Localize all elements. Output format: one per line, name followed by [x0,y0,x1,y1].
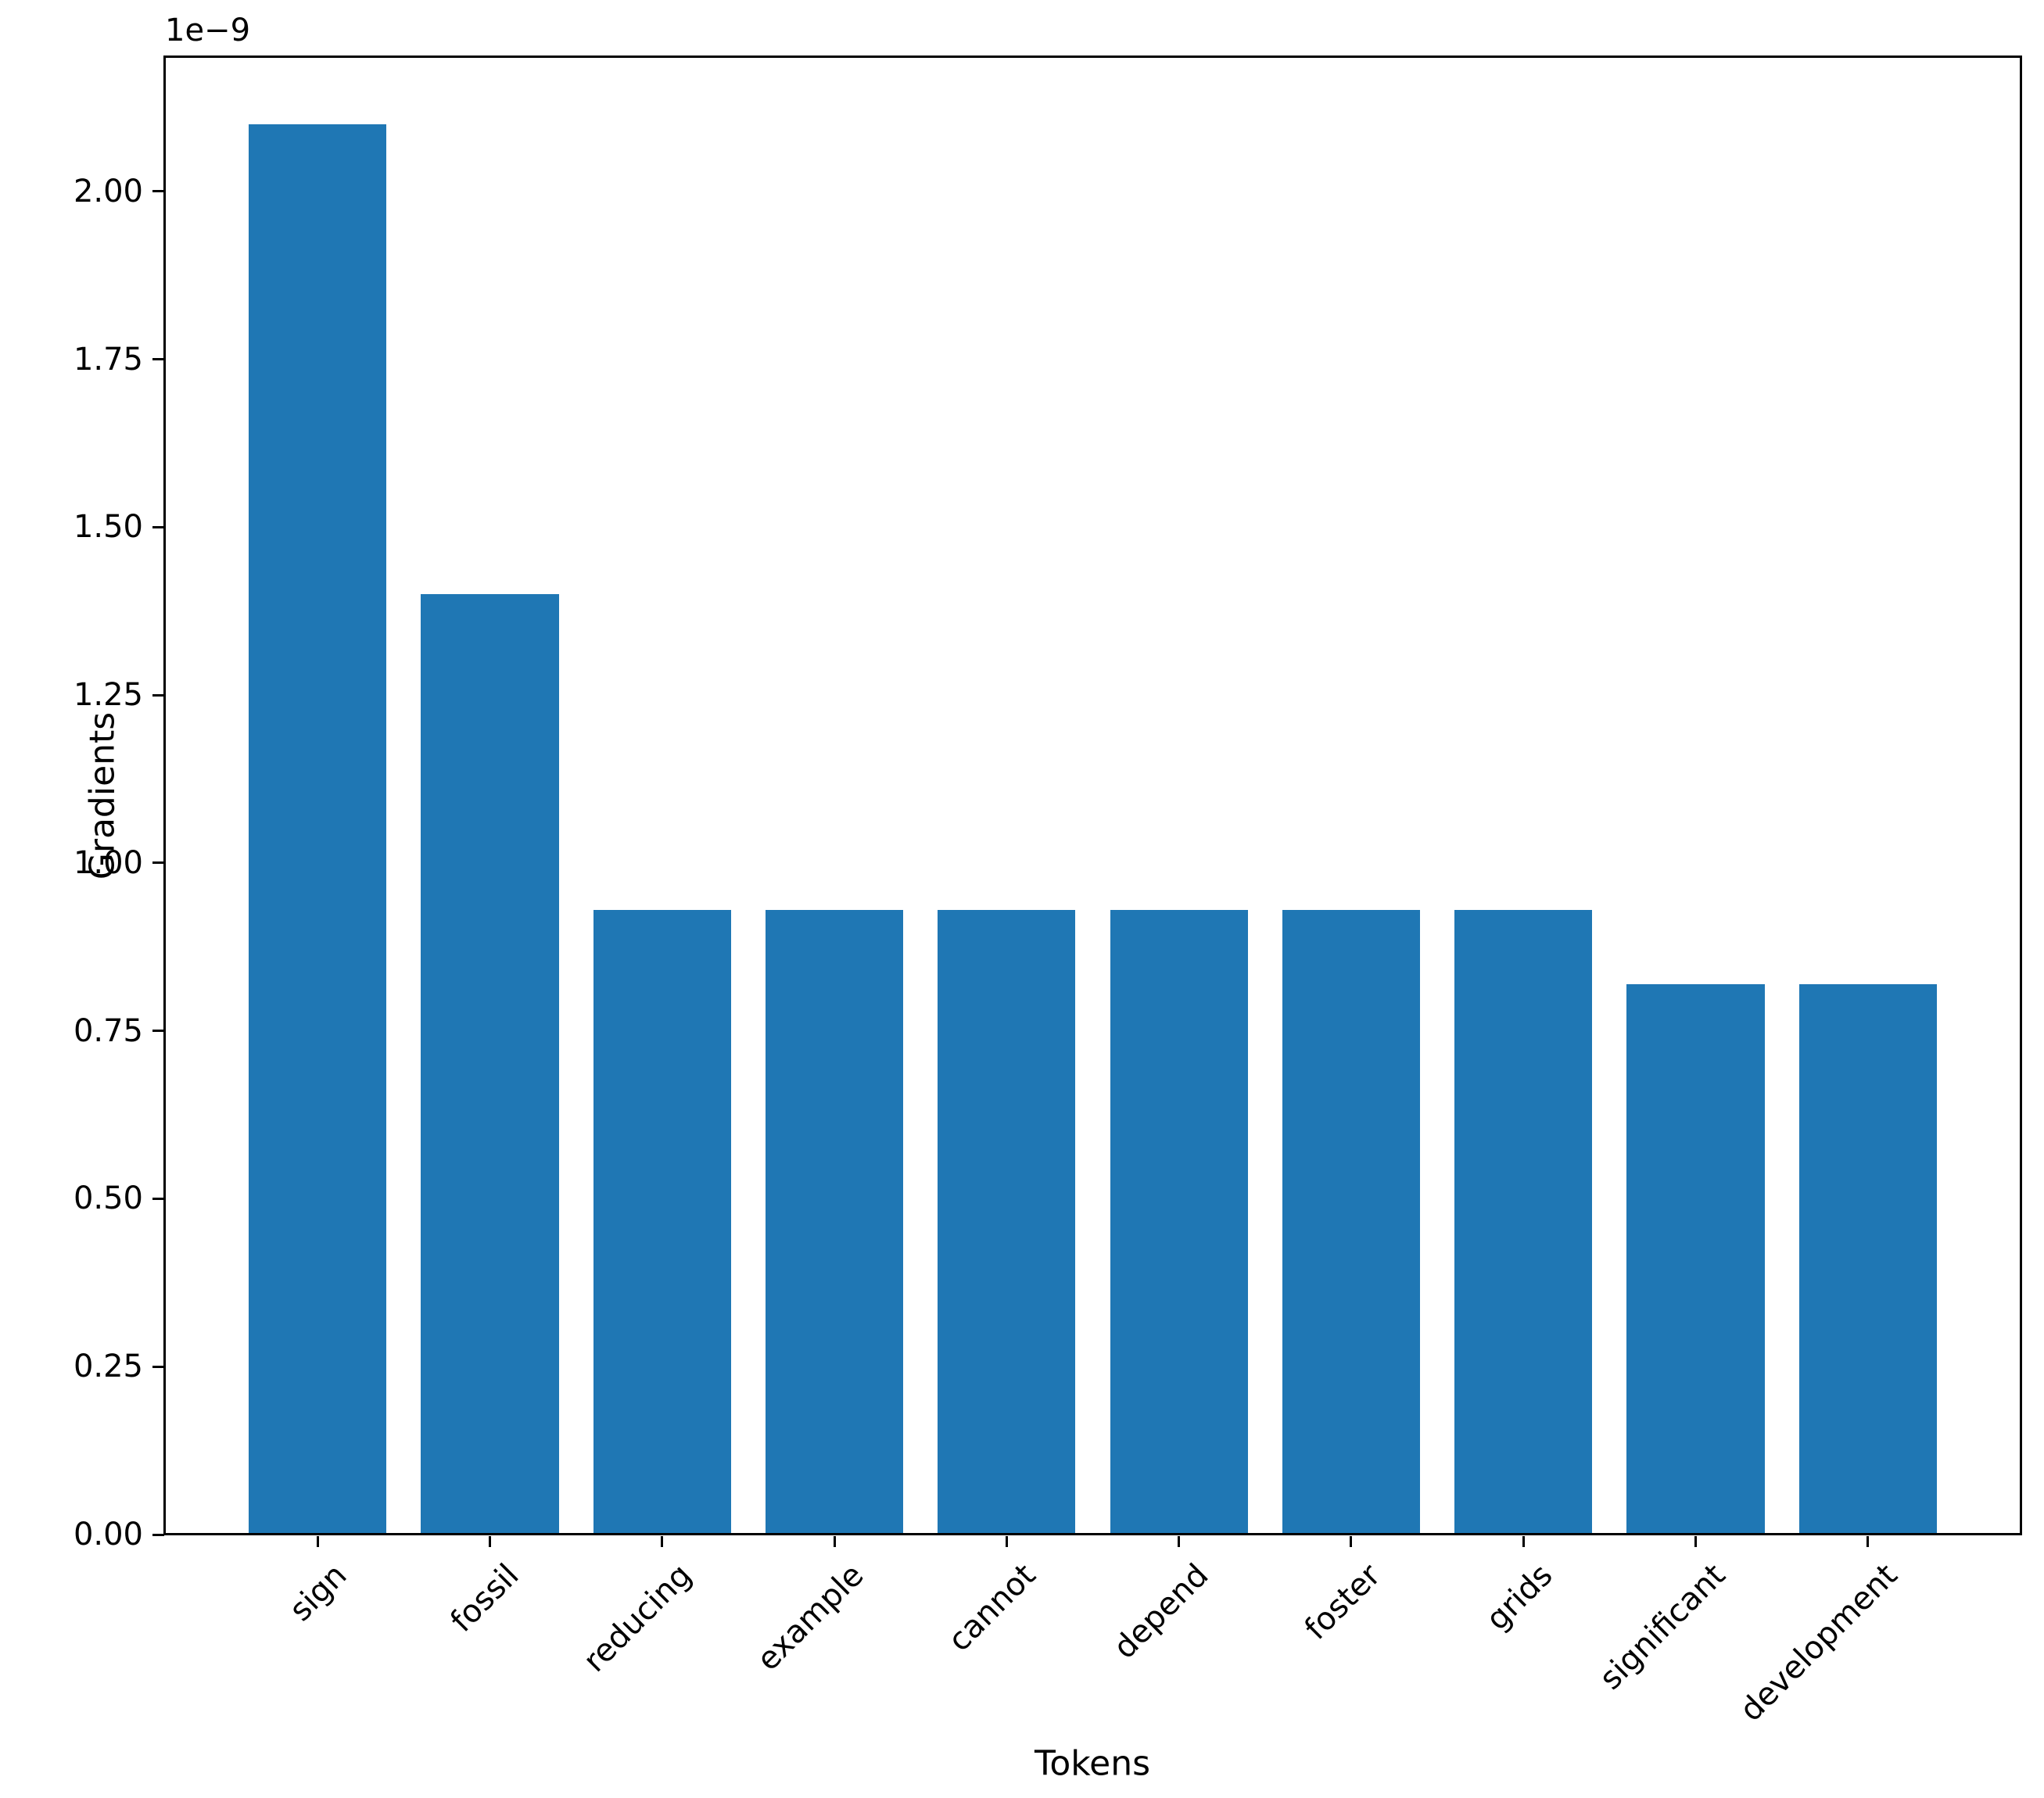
x-tick-label: fossil [443,1557,526,1639]
y-tick-mark [152,693,164,697]
x-tick-label: depend [1106,1557,1216,1667]
x-tick-label: development [1733,1557,1905,1729]
x-tick-mark [1350,1535,1353,1547]
plot-area [163,56,2022,1535]
y-tick-mark [152,190,164,193]
x-tick-mark [1178,1535,1181,1547]
bar-depend [1110,910,1248,1534]
y-tick-mark [152,1030,164,1033]
bar-sign [248,124,387,1534]
y-tick-mark [152,1533,164,1536]
y-tick-mark [152,1365,164,1368]
y-tick-label: 1.75 [73,341,143,378]
x-tick-mark [1694,1535,1698,1547]
y-tick-mark [152,525,164,528]
x-tick-mark [1522,1535,1525,1547]
x-tick-mark [661,1535,664,1547]
y-tick-label: 0.50 [73,1180,143,1217]
y-tick-label: 1.50 [73,509,143,546]
y-tick-label: 1.25 [73,677,143,714]
y-tick-mark [152,861,164,865]
x-tick-label: example [750,1557,871,1678]
x-tick-label: sign [282,1557,354,1629]
bar-example [765,910,904,1534]
x-tick-mark [488,1535,491,1547]
bar-grids [1454,910,1593,1534]
bar-fossil [421,594,559,1534]
x-tick-label: cannot [941,1557,1043,1659]
y-tick-mark [152,358,164,361]
x-axis-label: Tokens [1034,1743,1151,1784]
x-tick-mark [1005,1535,1008,1547]
x-tick-mark [316,1535,319,1547]
y-tick-mark [152,1197,164,1200]
bar-development [1798,983,1938,1534]
x-tick-mark [833,1535,836,1547]
y-tick-label: 0.00 [73,1517,143,1553]
x-tick-mark [1866,1535,1870,1547]
y-axis-offset-text: 1e−9 [165,13,251,48]
y-tick-label: 2.00 [73,173,143,210]
x-tick-label: significant [1592,1557,1733,1697]
bar-significant [1626,983,1765,1534]
x-tick-label: foster [1297,1557,1388,1647]
y-tick-label: 0.75 [73,1012,143,1049]
bar-cannot [938,910,1076,1534]
x-tick-label: grids [1479,1557,1560,1638]
x-tick-label: reducing [576,1557,699,1680]
y-tick-label: 0.25 [73,1348,143,1385]
y-tick-label: 1.00 [73,844,143,881]
bar-foster [1282,910,1421,1534]
bar-reducing [593,910,731,1534]
